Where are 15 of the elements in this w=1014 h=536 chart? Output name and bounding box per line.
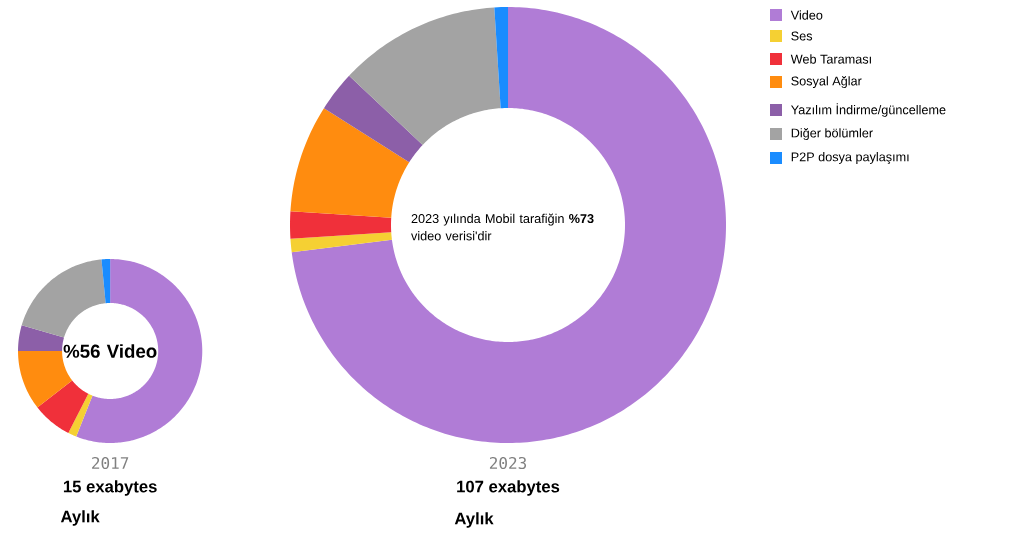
- legend-label: Web Taraması: [790, 54, 871, 64]
- legend-label: Yazılım İndirme/güncelleme: [790, 103, 946, 117]
- legend-label: Ses: [791, 31, 813, 41]
- legend-label: Diğer bölümler: [791, 128, 873, 140]
- text: %56 Video: [63, 344, 157, 358]
- legend-label: Sosyal Ağlar: [791, 76, 862, 88]
- text: Aylık: [454, 512, 494, 528]
- text: 107 exabytes: [457, 480, 560, 496]
- text: 2017: [92, 456, 129, 470]
- legend-label: Video: [790, 10, 823, 20]
- text: 2023 yılında Mobil tarafiğin %73 video verisi'dir: [411, 213, 594, 241]
- text: 15 exabytes: [63, 480, 157, 496]
- text: 2023: [489, 456, 527, 470]
- text: Aylık: [60, 510, 100, 526]
- legend-label: P2P dosya paylaşımı: [791, 152, 909, 164]
